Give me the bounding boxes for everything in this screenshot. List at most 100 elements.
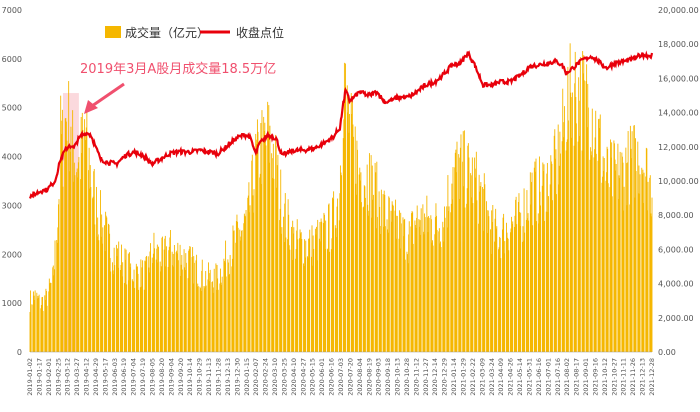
volume-bar [328,203,330,352]
volume-bar [507,238,509,352]
x-tick-label: 2020-03-25 [280,358,288,396]
volume-bar [176,253,178,352]
volume-bar [458,154,460,352]
volume-bar [645,176,647,352]
volume-bar [474,168,476,352]
volume-bar [598,119,600,352]
volume-bar [68,171,70,352]
volume-bar [427,232,429,352]
volume-bar [630,148,632,352]
volume-bar [139,287,141,352]
volume-bar [444,217,446,352]
volume-bar [94,224,96,352]
x-tick-label: 2021-04-09 [497,358,505,396]
volume-bar [566,141,568,352]
volume-bar [300,233,302,352]
volume-bar [129,252,130,352]
volume-bar [105,215,107,352]
volume-bar [281,227,283,352]
volume-bar [533,167,535,352]
volume-bar [227,262,229,352]
volume-bar [326,248,328,352]
volume-bar [371,217,373,352]
volume-bar [577,141,579,352]
volume-bar [200,288,202,352]
volume-bar [498,247,500,352]
volume-bar [117,267,119,352]
x-tick-label: 2021-01-29 [460,358,468,396]
volume-bar [562,137,564,352]
volume-bar [118,241,120,352]
volume-bar [325,220,327,352]
volume-bar [356,140,358,352]
volume-bar [102,227,104,352]
x-tick-label: 2019-12-13 [224,358,232,396]
volume-bar [571,92,573,353]
volume-bar [173,266,175,352]
volume-bar [513,226,515,352]
volume-bar [514,215,516,352]
volume-bar [625,163,627,352]
volume-bar [363,185,365,352]
volume-bar [287,239,289,352]
volume-bar [462,161,464,352]
volume-bar [130,263,132,352]
volume-bar [633,125,635,353]
volume-bar [201,270,203,352]
volume-bar [291,259,293,352]
volume-bar [529,172,531,352]
volume-bar [93,171,95,352]
x-tick-label: 2020-08-04 [356,358,364,396]
volume-bar [299,229,301,352]
volume-bar [45,288,47,352]
volume-bar [228,274,230,352]
volume-bar [267,132,269,352]
volume-bar [152,253,154,352]
volume-bar [601,182,603,352]
volume-bar [622,162,624,352]
volume-bar [598,118,600,352]
volume-bar [253,189,255,352]
volume-bar [89,188,91,352]
volume-bar [470,173,472,352]
volume-bar [361,202,362,352]
volume-bar [549,184,551,352]
volume-bar [208,281,210,352]
volume-bar [602,176,603,352]
volume-bar [466,188,468,352]
volume-bar [615,163,617,352]
x-tick-label: 2021-06-16 [535,358,543,396]
x-tick-label: 2021-09-01 [582,358,590,396]
x-tick-label: 2019-02-25 [54,358,62,396]
volume-bar [368,215,370,352]
volume-bar [603,158,605,352]
volume-bar [125,259,126,352]
x-tick-label: 2020-06-01 [318,358,326,396]
volume-bar [181,254,183,352]
volume-bar [488,216,490,352]
volume-bar [424,217,426,352]
volume-bar [552,200,553,352]
volume-bar [148,267,150,352]
volume-bar [54,269,55,352]
volume-bar [34,290,36,352]
volume-bar [220,282,222,352]
volume-bar [515,196,517,352]
y-right-tick-label: 4,000.00 [658,280,694,289]
volume-bar [587,83,589,352]
volume-bar [524,232,526,352]
volume-bar [448,210,449,352]
volume-bar [649,177,651,352]
volume-bar [200,290,202,352]
volume-bar [558,165,560,352]
volume-bar [426,195,428,352]
volume-bar [392,205,394,352]
volume-bar [52,267,54,352]
volume-bar [565,150,567,352]
volume-bar [92,198,93,352]
volume-bar [166,246,167,352]
x-tick-label: 2019-06-19 [120,358,128,396]
volume-bar [272,143,274,352]
volume-bar [499,236,501,352]
volume-bar [251,160,253,352]
